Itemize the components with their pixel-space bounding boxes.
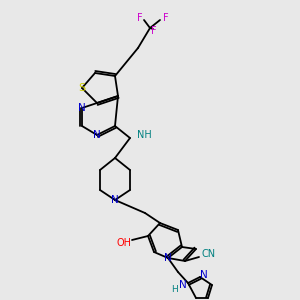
Text: N: N <box>78 103 86 113</box>
Text: N: N <box>200 270 208 280</box>
Text: N: N <box>179 280 187 290</box>
Text: N: N <box>164 253 172 263</box>
Text: CN: CN <box>202 249 216 259</box>
Text: F: F <box>163 13 169 23</box>
Text: F: F <box>151 26 157 36</box>
Text: NH: NH <box>137 130 152 140</box>
Text: F: F <box>137 13 143 23</box>
Text: S: S <box>78 83 85 93</box>
Text: H: H <box>172 284 178 293</box>
Text: N: N <box>93 130 101 140</box>
Text: N: N <box>111 195 119 205</box>
Text: OH: OH <box>116 238 131 248</box>
